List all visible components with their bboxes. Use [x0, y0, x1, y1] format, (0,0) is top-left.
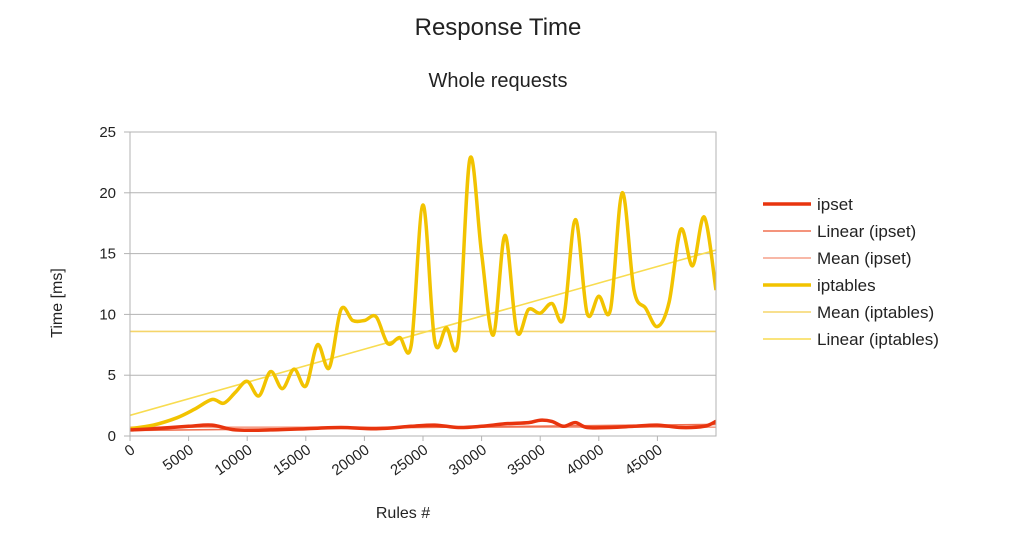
legend-label: Linear (iptables) [817, 330, 939, 349]
plot-area [130, 155, 716, 433]
chart-title: Response Time [415, 14, 582, 41]
x-tick-label: 35000 [505, 441, 549, 479]
y-tick-label: 20 [99, 185, 116, 202]
y-tick-label: 15 [99, 246, 116, 263]
legend: ipset Linear (ipset) Mean (ipset) iptables M… [763, 195, 939, 349]
gridlines [124, 131, 716, 441]
y-axis-label: Time [ms] [49, 268, 66, 338]
chart-subtitle: Whole requests [429, 70, 568, 92]
x-tick-label: 40000 [563, 441, 607, 479]
x-tick-label: 25000 [387, 441, 431, 479]
x-tick-label: 5000 [160, 441, 197, 474]
legend-label: Mean (iptables) [817, 303, 934, 322]
x-tick-labels: 0 5000 10000 15000 20000 25000 30000 35000 40000… [122, 441, 666, 479]
series-line-0 [130, 418, 716, 433]
series-line-5 [130, 249, 716, 417]
legend-label: Mean (ipset) [817, 249, 911, 268]
y-tick-labels: 0 5 10 15 20 25 [99, 124, 116, 445]
x-axis-label: Rules # [376, 505, 430, 522]
x-tick-label: 10000 [212, 441, 256, 479]
y-tick-label: 10 [99, 306, 116, 323]
x-tick-label: 20000 [329, 441, 373, 479]
y-tick-label: 5 [108, 367, 116, 384]
legend-label: ipset [817, 195, 853, 214]
y-tick-label: 25 [99, 124, 116, 141]
legend-label: Linear (ipset) [817, 222, 916, 241]
plot-frame [129, 131, 717, 437]
x-tick-label: 30000 [446, 441, 490, 479]
x-tick-label: 45000 [622, 441, 666, 479]
series-line-3 [130, 155, 716, 431]
x-tick-label: 15000 [270, 441, 314, 479]
legend-label: iptables [817, 276, 876, 295]
x-tick-label: 0 [122, 441, 139, 460]
y-tick-label: 0 [108, 428, 116, 445]
